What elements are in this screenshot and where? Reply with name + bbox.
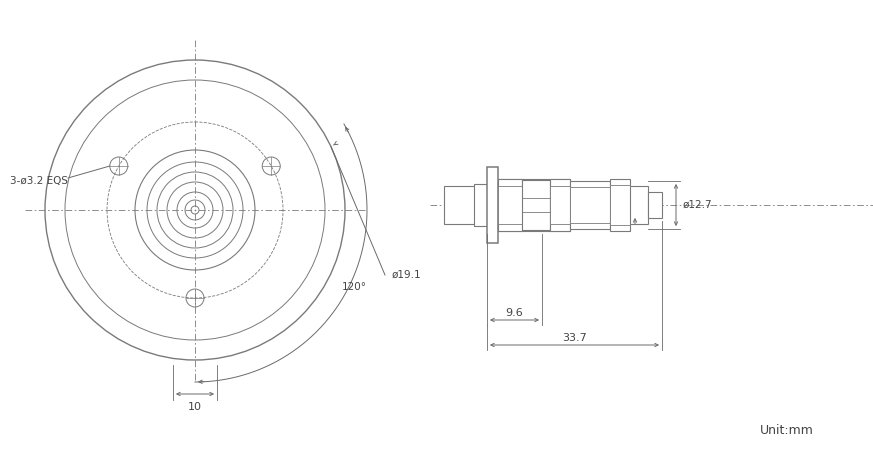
- Bar: [498, 186, 570, 224]
- Text: 33.7: 33.7: [562, 333, 587, 343]
- Text: 10: 10: [188, 402, 202, 412]
- Bar: [522, 180, 550, 230]
- Bar: [498, 186, 522, 224]
- Bar: [550, 186, 570, 224]
- Bar: [570, 181, 610, 229]
- Bar: [487, 167, 498, 243]
- Text: 9.6: 9.6: [505, 308, 524, 318]
- Bar: [474, 184, 494, 226]
- Text: ø12.7: ø12.7: [683, 200, 712, 210]
- Text: Unit:mm: Unit:mm: [760, 424, 814, 437]
- Bar: [570, 187, 610, 223]
- Bar: [610, 185, 630, 225]
- Bar: [630, 186, 648, 224]
- Bar: [550, 179, 570, 231]
- Text: 3-ø3.2 EQS: 3-ø3.2 EQS: [10, 176, 68, 186]
- Bar: [610, 179, 630, 231]
- Bar: [498, 179, 522, 231]
- Text: ø19.1: ø19.1: [392, 270, 422, 280]
- Bar: [498, 179, 570, 231]
- Bar: [648, 192, 662, 218]
- Bar: [452, 192, 474, 218]
- Bar: [444, 186, 476, 224]
- Text: 120°: 120°: [342, 282, 367, 292]
